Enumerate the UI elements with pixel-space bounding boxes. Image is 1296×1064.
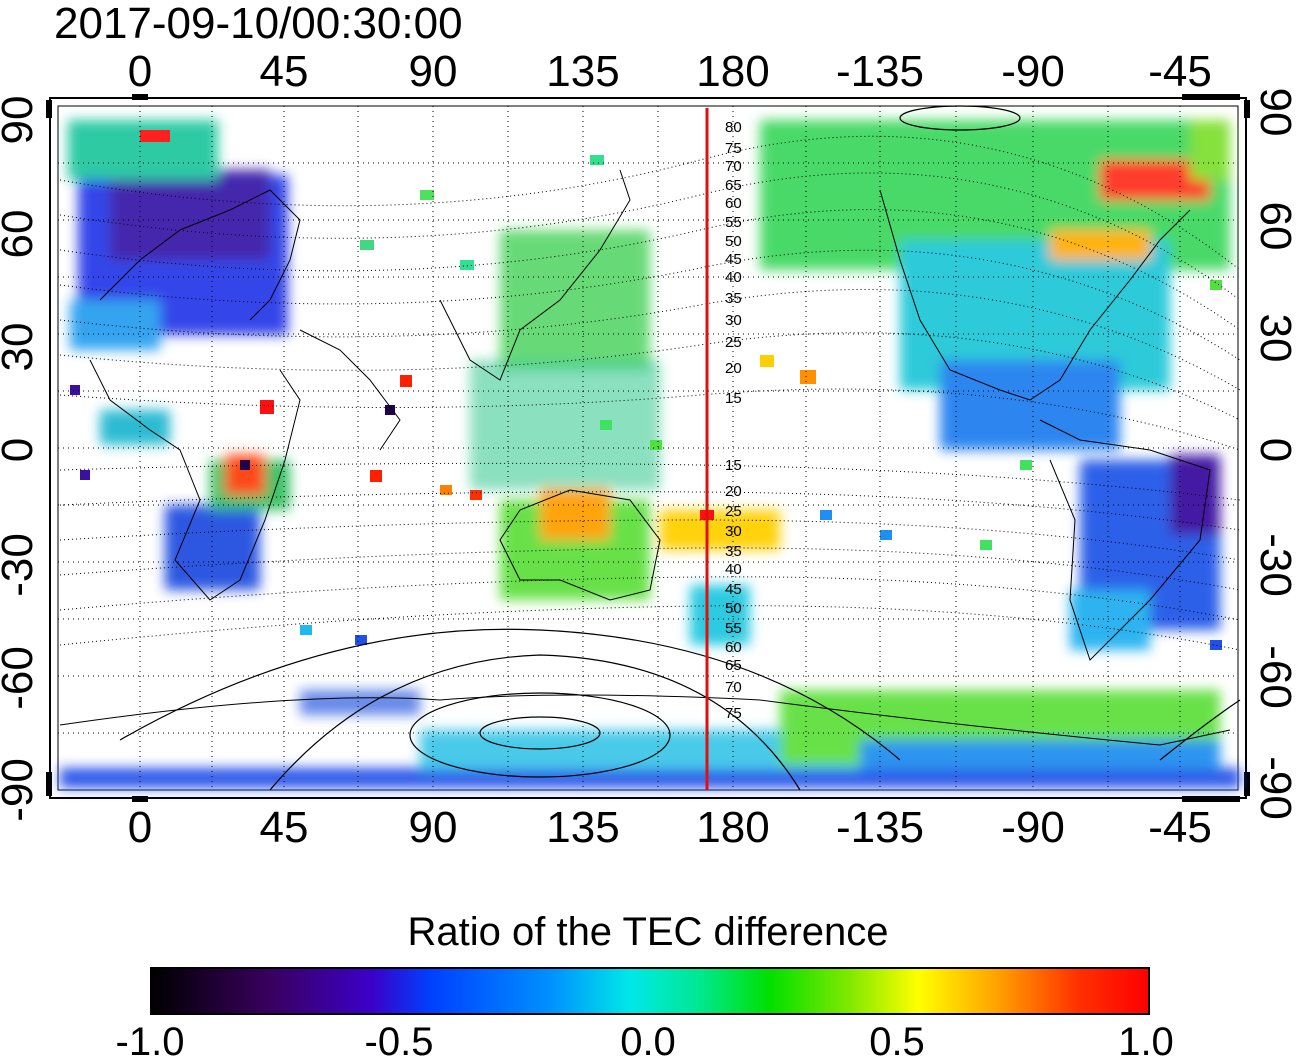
colorbar-tick: -1.0 xyxy=(115,1020,185,1064)
tick-bars xyxy=(46,94,1250,802)
mlat-label: 50 xyxy=(725,233,742,250)
mlat-label: 30 xyxy=(725,523,742,540)
mlat-label: 45 xyxy=(725,581,742,598)
mlat-labels-north: 80 75 70 65 60 55 50 45 40 35 30 25 20 1… xyxy=(725,119,742,407)
mlat-label: 25 xyxy=(725,334,742,351)
lon-label-top-45: 45 xyxy=(259,47,309,96)
colorbar xyxy=(150,967,1150,1015)
timestamp: 2017-09-10/00:30:00 xyxy=(54,0,463,48)
lon-label-bottom-180: 180 xyxy=(696,803,770,852)
lon-label-bottom-90: 90 xyxy=(408,803,458,852)
mlat-label: 40 xyxy=(725,269,742,286)
mlat-label: 35 xyxy=(725,543,742,560)
mlat-label: 75 xyxy=(725,140,742,157)
colorbar-tick: -0.5 xyxy=(364,1020,434,1064)
mlat-label: 30 xyxy=(725,312,742,329)
mlat-label: 65 xyxy=(725,177,742,194)
mlat-label: 60 xyxy=(725,195,742,212)
lon-label-top-m90: -90 xyxy=(1001,47,1065,96)
lon-label-top-m135: -135 xyxy=(835,47,925,96)
mlat-label: 50 xyxy=(725,600,742,617)
coastlines xyxy=(59,169,1231,746)
mlat-label: 15 xyxy=(725,390,742,407)
mlat-label: 45 xyxy=(725,251,742,268)
mlat-label: 15 xyxy=(725,457,742,474)
lon-label-bottom-m135: -135 xyxy=(835,803,925,852)
mlat-label: 35 xyxy=(725,290,742,307)
mlat-labels-south: 15 20 25 30 35 40 45 50 55 60 65 70 75 xyxy=(725,457,742,722)
mlat-label: 25 xyxy=(725,503,742,520)
lon-label-top-0: 0 xyxy=(127,47,153,96)
colorbar-title: Ratio of the TEC difference xyxy=(407,910,889,954)
lon-label-bottom-135: 135 xyxy=(546,803,620,852)
mlat-label: 75 xyxy=(725,705,742,722)
lon-label-top-m45: -45 xyxy=(1148,47,1212,96)
lon-label-bottom-m90: -90 xyxy=(1001,803,1065,852)
colorbar-tick: 0.5 xyxy=(869,1020,925,1064)
colorbar-tick: 0.0 xyxy=(620,1020,676,1064)
mlat-label: 65 xyxy=(725,657,742,674)
graticule xyxy=(58,105,1238,790)
tec-data-layer xyxy=(60,120,1240,788)
lon-label-top-135: 135 xyxy=(546,47,620,96)
solid-contours xyxy=(119,105,1241,791)
lon-label-bottom-45: 45 xyxy=(259,803,309,852)
mlat-label: 70 xyxy=(725,679,742,696)
magnetic-latitude-contours xyxy=(59,135,1241,651)
mlat-label: 55 xyxy=(725,620,742,637)
mlat-label: 40 xyxy=(725,561,742,578)
lon-label-top-90: 90 xyxy=(408,47,458,96)
colorbar-tick: 1.0 xyxy=(1118,1020,1174,1064)
mlat-label: 20 xyxy=(725,360,742,377)
mlat-label: 20 xyxy=(725,483,742,500)
mlat-label: 55 xyxy=(725,214,742,231)
mlat-label: 80 xyxy=(725,119,742,136)
lon-label-bottom-0: 0 xyxy=(127,803,153,852)
lon-label-top-180: 180 xyxy=(696,47,770,96)
mlat-label: 60 xyxy=(725,639,742,656)
lon-label-bottom-m45: -45 xyxy=(1148,803,1212,852)
mlat-label: 70 xyxy=(725,158,742,175)
